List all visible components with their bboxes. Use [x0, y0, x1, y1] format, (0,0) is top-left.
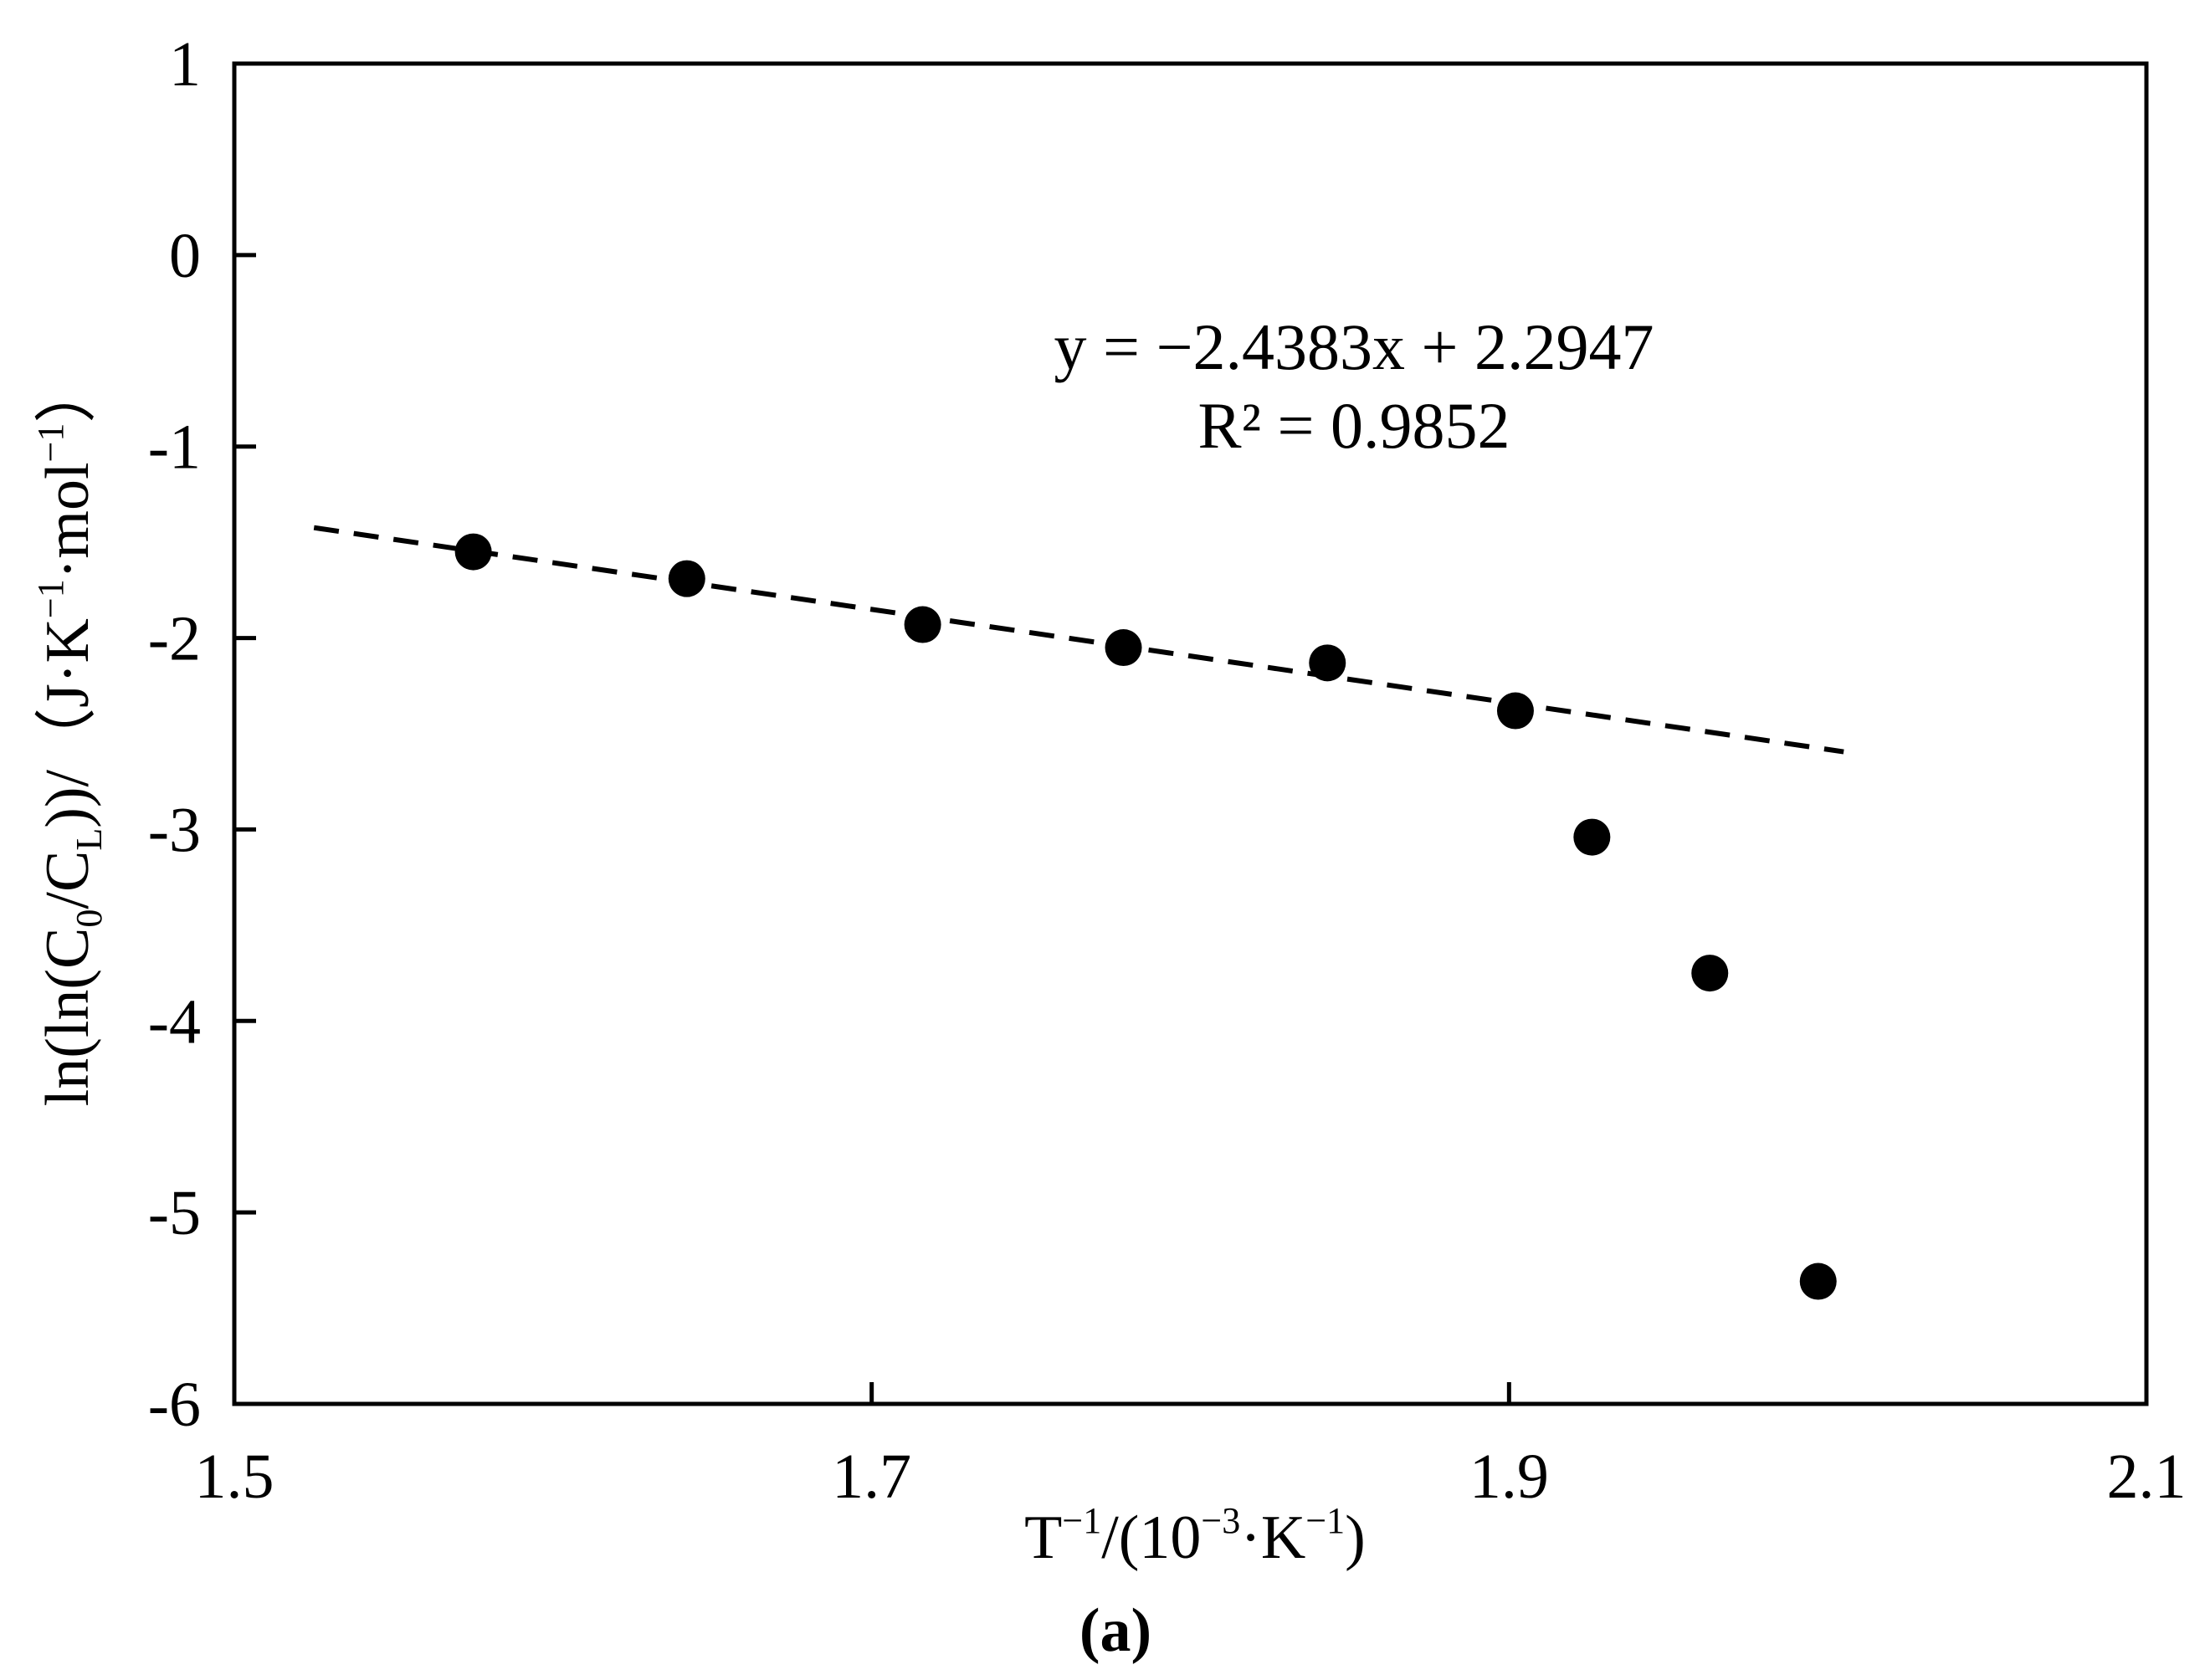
- x-tick-label: 1.9: [1469, 1442, 1549, 1512]
- y-tick-label: -2: [148, 604, 201, 674]
- trendline: [313, 525, 1844, 755]
- y-tick-label: -5: [148, 1178, 201, 1248]
- data-point: [454, 533, 492, 571]
- y-tick-label: -6: [148, 1370, 201, 1440]
- x-axis-title: T−1/(10−3·K−1): [1024, 1500, 1366, 1572]
- data-point: [904, 606, 941, 643]
- r2-annotation: R² = 0.9852: [1198, 389, 1510, 462]
- equation-annotation: y = −2.4383x + 2.2947: [1054, 310, 1654, 383]
- trendline-group: [313, 525, 1844, 755]
- plot-frame: [232, 61, 2149, 1406]
- y-tick-label: 1: [169, 29, 201, 100]
- x-tick-label: 1.5: [195, 1442, 274, 1512]
- y-tick-label: -3: [148, 795, 201, 865]
- data-point: [1799, 1263, 1837, 1300]
- y-tick-label: -1: [148, 412, 201, 483]
- x-tick-label: 2.1: [2107, 1442, 2187, 1512]
- y-tick-label: -4: [148, 986, 201, 1057]
- y-axis-ticks: -6 -5 -4 -3 -2 -1 0 1: [148, 29, 256, 1440]
- x-axis-ticks: 1.5 1.7 1.9 2.1: [195, 1382, 2187, 1512]
- data-points: [454, 533, 1837, 1300]
- data-point: [1573, 818, 1611, 856]
- y-axis-title: ln(ln(C0/CL))/（J·K−1·mol−1）: [30, 361, 110, 1107]
- data-point: [1309, 644, 1346, 682]
- x-tick-label: 1.7: [832, 1442, 911, 1512]
- data-point: [1496, 692, 1534, 730]
- data-point: [1105, 629, 1142, 667]
- figure-caption: (a): [1079, 1596, 1151, 1665]
- y-tick-label: 0: [169, 221, 201, 291]
- data-point: [1691, 955, 1729, 992]
- data-point: [668, 560, 705, 597]
